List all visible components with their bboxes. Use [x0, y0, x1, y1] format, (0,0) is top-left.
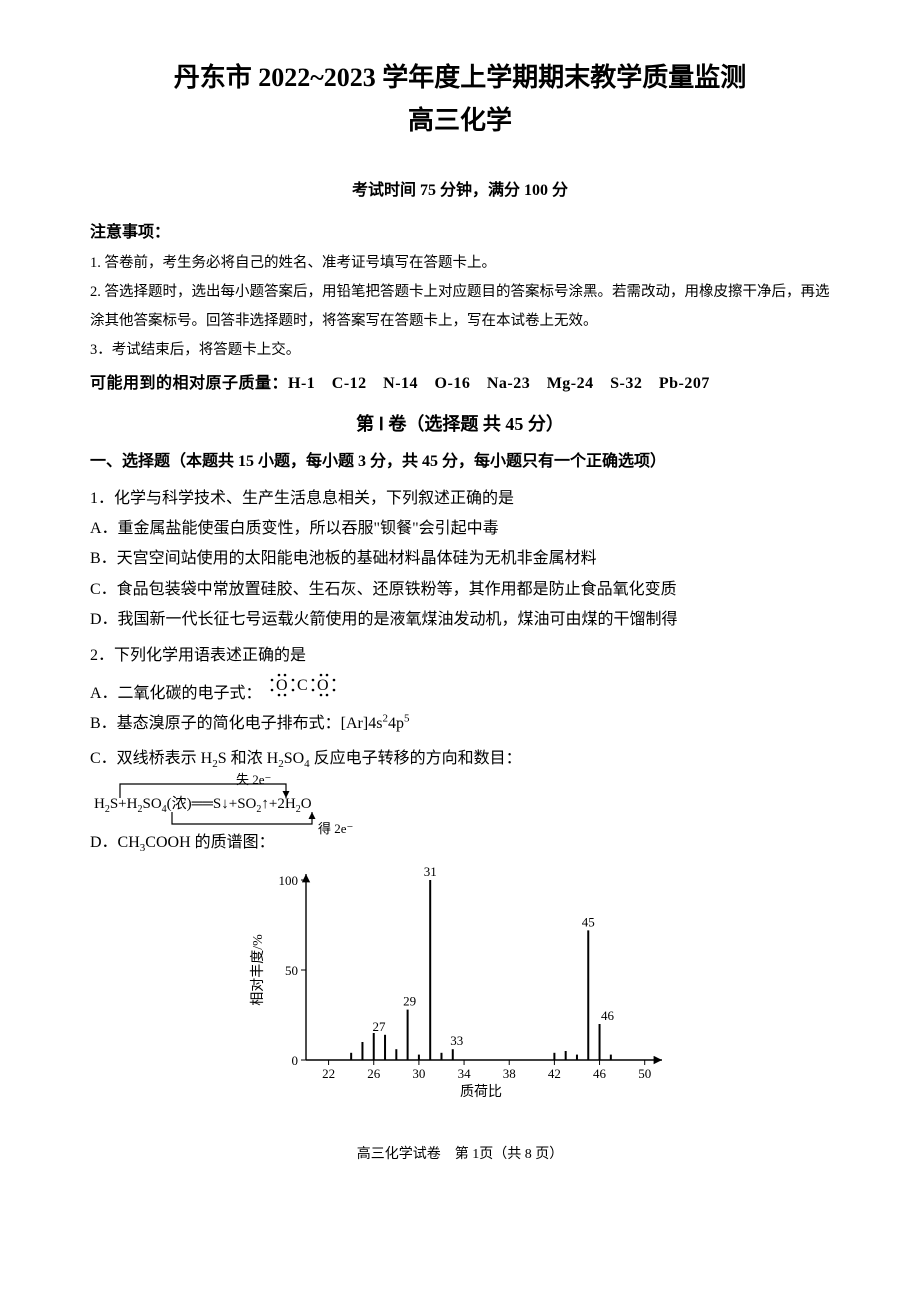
- eq-top-label: 失 2e⁻: [236, 764, 271, 795]
- svg-text:C: C: [297, 677, 309, 694]
- svg-text:相对丰度/%: 相对丰度/%: [250, 934, 266, 1006]
- mass-spectrum-chart: 0 50 100 22 26 30 34 38 42 46 50 27 29 31 33 45 46 质荷比 相对丰…: [90, 862, 830, 1102]
- svg-text:27: 27: [373, 1019, 387, 1034]
- mass-spectrum-svg: 0 50 100 22 26 30 34 38 42 46 50 27 29 31 33 45 46 质荷比 相对丰…: [244, 862, 676, 1102]
- svg-text:0: 0: [292, 1053, 299, 1068]
- svg-text:H2S+H2SO4(浓)══S↓+SO2↑+2H2O: H2S+H2SO4(浓)══S↓+SO2↑+2H2O: [94, 795, 312, 815]
- q2-opt-b: B．基态溴原子的简化电子排布式：[Ar]4s24p5: [90, 709, 830, 739]
- page-title-1: 丹东市 2022~2023 学年度上学期期末教学质量监测: [90, 60, 830, 96]
- exam-info: 考试时间 75 分钟，满分 100 分: [90, 176, 830, 206]
- svg-text:50: 50: [285, 963, 298, 978]
- q1-opt-b: B．天宫空间站使用的太阳能电池板的基础材料晶体硅为无机非金属材料: [90, 544, 830, 574]
- double-bridge-equation: 失 2e⁻ H2S+H2SO4(浓)══S↓+SO2↑+2H2O 得 2e⁻: [94, 778, 414, 828]
- q2-opt-a: A．二氧化碳的电子式： O C O: [90, 672, 830, 709]
- svg-text:33: 33: [450, 1034, 463, 1049]
- svg-text:O: O: [317, 677, 330, 694]
- svg-text:42: 42: [548, 1066, 561, 1081]
- svg-text:O: O: [276, 677, 289, 694]
- svg-text:26: 26: [367, 1066, 381, 1081]
- q2-opt-d: D．CH3COOH 的质谱图：: [90, 828, 830, 858]
- svg-text:31: 31: [424, 864, 437, 879]
- eq-bot-label: 得 2e⁻: [318, 813, 353, 844]
- svg-text:30: 30: [412, 1066, 425, 1081]
- q2-c-prefix: C．双线桥表示 H2S 和浓 H2SO4 反应电子转移的方向和数目：: [90, 750, 522, 767]
- notice-label: 注意事项：: [90, 218, 830, 248]
- svg-text:46: 46: [593, 1066, 607, 1081]
- page-footer: 高三化学试卷 第 1页（共 8 页）: [90, 1142, 830, 1169]
- lewis-structure: O C O: [266, 685, 346, 702]
- notice-item-1: 1. 答卷前，考生务必将自己的姓名、准考证号填写在答题卡上。: [90, 249, 830, 278]
- q2-stem: 2．下列化学用语表述正确的是: [90, 641, 830, 671]
- svg-text:29: 29: [403, 994, 416, 1009]
- svg-text:22: 22: [322, 1066, 335, 1081]
- q1-stem: 1．化学与科学技术、生产生活息息相关，下列叙述正确的是: [90, 484, 830, 514]
- q1-opt-c: C．食品包装袋中常放置硅胶、生石灰、还原铁粉等，其作用都是防止食品氧化变质: [90, 575, 830, 605]
- notice-item-3: 3．考试结束后，将答题卡上交。: [90, 336, 830, 365]
- q2-a-prefix: A．二氧化碳的电子式：: [90, 685, 262, 702]
- page-title-2: 高三化学: [90, 96, 830, 145]
- atomic-mass: 可能用到的相对原子质量：H-1 C-12 N-14 O-16 Na-23 Mg-…: [90, 369, 830, 399]
- svg-text:45: 45: [582, 915, 595, 930]
- notice-item-2: 2. 答选择题时，选出每小题答案后，用铅笔把答题卡上对应题目的答案标号涂黑。若需…: [90, 278, 830, 336]
- svg-text:50: 50: [638, 1066, 651, 1081]
- svg-text:38: 38: [503, 1066, 516, 1081]
- q1-opt-d: D．我国新一代长征七号运载火箭使用的是液氧煤油发动机，煤油可由煤的干馏制得: [90, 605, 830, 635]
- section-header: 第 Ⅰ 卷（选择题 共 45 分）: [90, 407, 830, 441]
- svg-text:100: 100: [279, 873, 299, 888]
- q2-opt-c: C．双线桥表示 H2S 和浓 H2SO4 反应电子转移的方向和数目： 失 2e⁻…: [90, 740, 830, 828]
- svg-text:质荷比: 质荷比: [460, 1084, 502, 1100]
- svg-text:34: 34: [458, 1066, 472, 1081]
- svg-text:46: 46: [601, 1008, 615, 1023]
- section-instruction: 一、选择题（本题共 15 小题，每小题 3 分，共 45 分，每小题只有一个正确…: [90, 447, 830, 477]
- q1-opt-a: A．重金属盐能使蛋白质变性，所以吞服"钡餐"会引起中毒: [90, 514, 830, 544]
